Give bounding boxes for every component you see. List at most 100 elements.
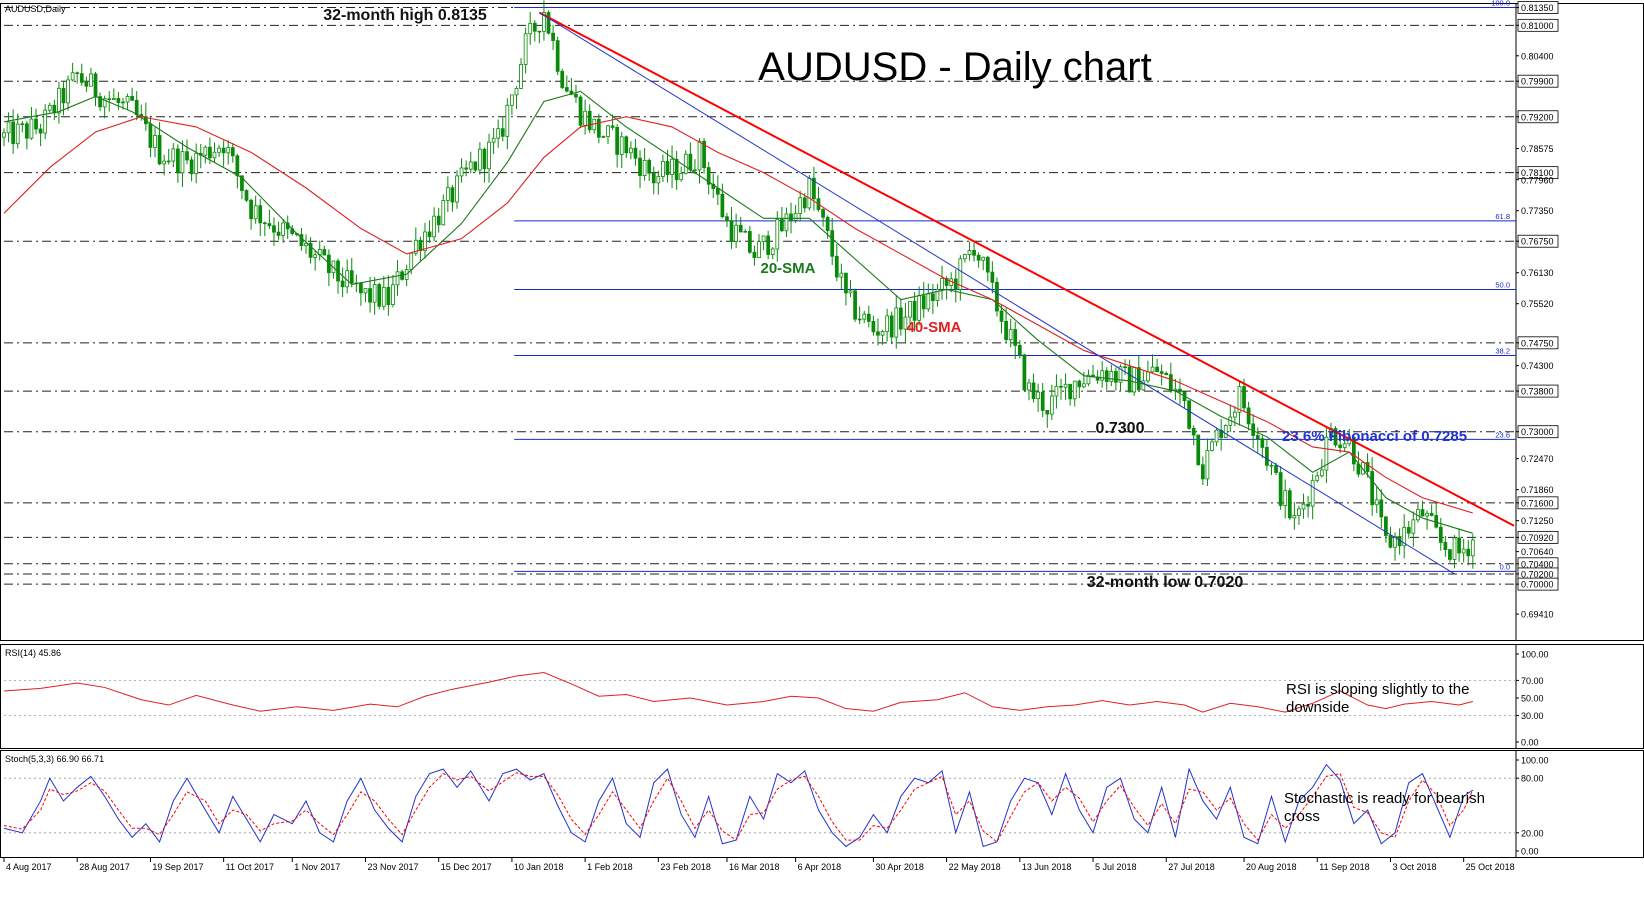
bearish-candle [11,121,16,145]
bullish-candle [1411,519,1416,534]
bearish-candle [729,220,734,243]
bullish-candle [111,97,116,100]
bullish-candle [757,241,761,258]
stoch-indicator-label: Stoch(5,3,3) 66.90 66.71 [5,754,104,764]
bullish-candle [1109,371,1114,382]
annotation-0-7300: 0.7300 [1096,420,1145,437]
bearish-candle [1438,526,1443,543]
bearish-candle [574,93,578,98]
fibonacci-level-label: 100.0 [1491,0,1510,8]
bearish-candle [1333,428,1338,446]
bearish-candle [1384,516,1388,536]
price-tick-label: 0.79900 [1521,77,1554,87]
x-tick-label: 11 Sep 2018 [1319,862,1369,872]
bearish-candle [1278,472,1283,506]
bullish-candle [629,147,633,154]
bearish-candle [720,193,725,218]
price-tick-label: 0.72470 [1521,454,1554,464]
price-tick-label: 0.70400 [1521,559,1554,569]
bullish-candle [963,254,967,260]
bearish-candle [75,72,80,75]
price-tick-label: 0.71250 [1521,516,1554,526]
bearish-candle [596,118,601,138]
bullish-candle [1063,383,1068,388]
bearish-candle [651,172,656,184]
price-tick-label: 0.70920 [1521,533,1554,543]
bearish-candle [1379,499,1384,518]
price-tick-label: 0.79200 [1521,112,1554,122]
bearish-candle [1136,367,1141,391]
bearish-candle [84,81,89,87]
stoch-tick-label: 0.00 [1521,847,1539,857]
bullish-candle [441,200,446,226]
bullish-candle [793,213,798,221]
red-downtrend-trendline [538,11,1515,527]
bearish-candle [766,235,771,255]
bullish-candle [519,64,523,89]
price-tick-label: 0.73800 [1521,387,1554,397]
bearish-candle [1022,354,1027,391]
bearish-candle [450,187,455,203]
bullish-candle [281,222,285,236]
bullish-candle [1072,380,1077,400]
price-tick-label: 0.71600 [1521,498,1554,508]
bullish-candle [894,307,899,338]
bearish-candle [322,249,327,256]
bullish-candle [57,87,61,114]
bearish-candle [1429,512,1434,516]
bullish-candle [981,256,986,261]
bearish-candle [1351,436,1356,465]
bearish-candle [267,223,272,227]
price-tick-label: 0.70640 [1521,547,1554,557]
bearish-candle [79,73,84,83]
bullish-candle [1310,479,1315,507]
bullish-candle [180,151,185,174]
bearish-candle [647,159,652,174]
x-tick-label: 5 Jul 2018 [1095,862,1137,872]
bullish-candle [679,172,684,181]
bearish-candle [38,128,43,134]
bullish-candle [391,284,395,305]
bullish-candle [619,136,624,155]
x-tick-label: 16 Mar 2018 [729,862,780,872]
bearish-candle [821,209,825,218]
bullish-candle [661,161,665,177]
bearish-candle [1306,503,1310,507]
x-tick-label: 28 Aug 2017 [79,862,130,872]
price-tick-label: 0.77960 [1521,175,1554,185]
bearish-candle [308,242,313,258]
bearish-candle [702,140,706,168]
bullish-candle [1319,469,1324,477]
bearish-candle [1370,471,1375,506]
bullish-candle [1210,441,1214,451]
bearish-candle [706,167,711,185]
bearish-candle [272,225,276,233]
bearish-candle [221,147,226,154]
price-tick-label: 0.78100 [1521,168,1554,178]
bearish-candle [130,96,134,101]
bearish-candle [866,313,871,322]
bearish-candle [578,96,583,126]
bullish-candle [935,288,940,301]
rsi-tick-label: 70.00 [1521,676,1544,686]
x-tick-label: 22 May 2018 [949,862,1001,872]
bearish-candle [262,222,267,225]
bullish-candle [1324,436,1329,471]
bearish-candle [587,110,592,131]
bullish-candle [606,125,610,137]
bearish-candle [427,231,432,238]
bearish-candle [500,128,505,137]
bearish-candle [436,215,441,226]
bullish-candle [423,231,427,252]
price-tick-label: 0.81000 [1521,21,1554,31]
bullish-candle [226,147,231,154]
stoch-d-line [3,772,1474,843]
bearish-candle [688,153,693,171]
bullish-candle [304,242,308,247]
bearish-candle [368,288,372,303]
bullish-candle [656,176,661,184]
bearish-candle [93,73,98,97]
price-tick-label: 0.74300 [1521,361,1554,371]
bullish-candle [455,175,459,203]
price-tick-label: 0.76750 [1521,237,1554,247]
